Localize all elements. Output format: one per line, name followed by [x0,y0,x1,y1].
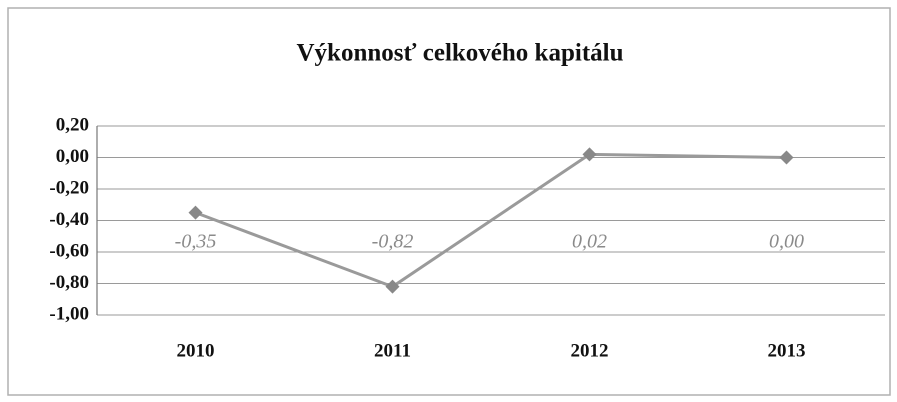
y-tick-label: 0,00 [56,146,89,167]
y-tick-label: -1,00 [49,303,89,324]
data-point [779,150,794,165]
y-tick-label: -0,20 [49,177,89,198]
chart-frame [7,7,891,396]
data-point [385,279,400,294]
data-label: -0,35 [175,231,217,253]
data-label: -0,82 [372,231,414,253]
y-tick-label: -0,60 [49,240,89,261]
y-tick-label: -0,80 [49,272,89,293]
data-point [188,205,203,220]
data-label: 0,00 [769,231,804,253]
y-tick-label: 0,20 [56,114,89,135]
data-label: 0,02 [572,231,607,253]
x-tick-label: 2012 [571,340,609,361]
data-point [582,147,597,162]
data-line [194,152,787,289]
x-tick-label: 2013 [768,340,806,361]
chart-title: Výkonnosť celkového kapitálu [297,40,624,67]
y-tick-label: -0,40 [49,209,89,230]
x-tick-label: 2010 [177,340,215,361]
x-tick-label: 2011 [374,340,411,361]
